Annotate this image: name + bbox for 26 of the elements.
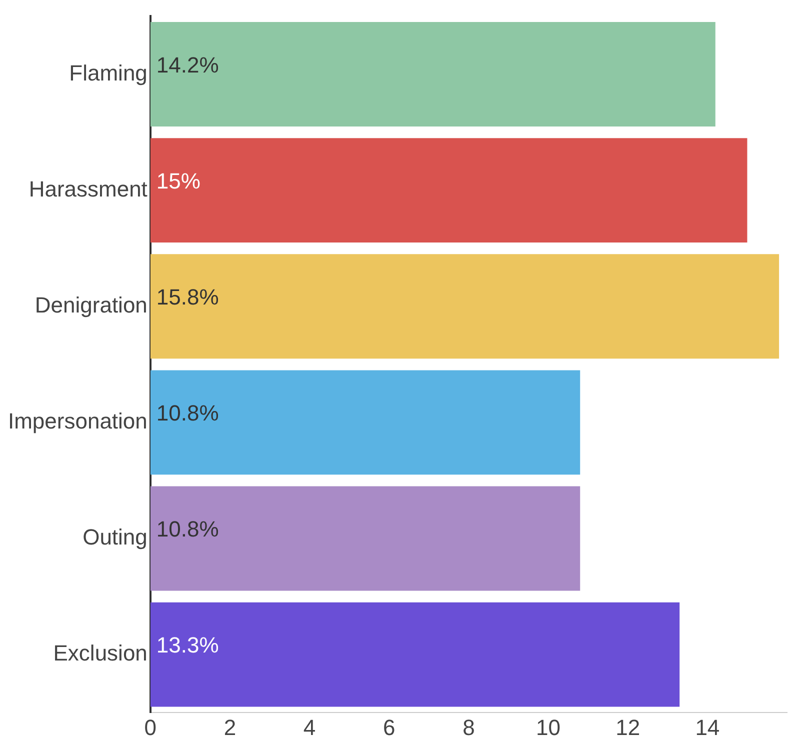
data-label: 15.8% [156, 284, 219, 310]
x-tick-label: 12 [616, 714, 640, 740]
y-tick-label: Outing [82, 524, 148, 550]
x-tick-label: 2 [224, 714, 236, 740]
data-label: 14.2% [156, 52, 219, 78]
y-tick-label: Flaming [69, 60, 148, 86]
x-tick-label: 14 [695, 714, 720, 740]
y-tick-label: Denigration [34, 292, 148, 318]
x-tick-label: 10 [536, 714, 561, 740]
y-tick-label: Impersonation [8, 408, 148, 434]
bar [150, 254, 780, 359]
y-tick-label: Exclusion [53, 640, 148, 666]
data-label: 13.3% [156, 632, 219, 658]
data-label: 10.8% [156, 516, 219, 542]
x-tick-label: 4 [303, 714, 316, 740]
x-tick-label: 8 [462, 714, 475, 740]
bar [150, 370, 580, 475]
x-tick-label: 0 [144, 714, 157, 740]
y-tick-label: Harassment [28, 176, 148, 202]
bar [150, 138, 748, 243]
data-label: 10.8% [156, 400, 219, 426]
bar [150, 486, 580, 591]
bar [150, 602, 680, 707]
data-label: 15% [156, 168, 200, 194]
x-tick-label: 6 [383, 714, 396, 740]
bar [150, 22, 716, 126]
